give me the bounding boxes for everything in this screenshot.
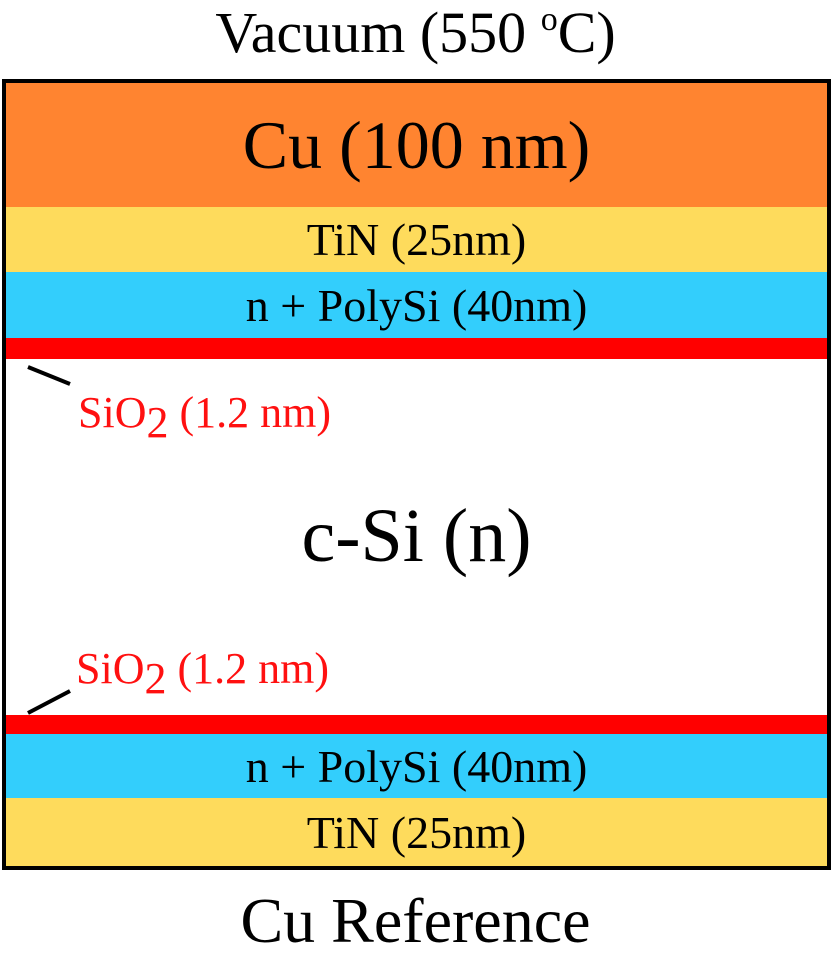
polysilicon-layer-bottom: n + PolySi (40nm) (6, 734, 827, 798)
polysilicon-layer-top: n + PolySi (40nm) (6, 272, 827, 338)
tin-layer-bottom: TiN (25nm) (6, 798, 827, 866)
oxide-top-label-prefix: SiO (78, 388, 147, 437)
polysilicon-layer-bottom-label: n + PolySi (40nm) (245, 740, 588, 792)
oxide-top-label-subscript: 2 (146, 398, 169, 447)
copper-layer: Cu (100 nm) (6, 83, 827, 207)
oxide-layer-bottom (6, 715, 827, 734)
copper-layer-label: Cu (100 nm) (242, 106, 591, 183)
substrate-label: c-Si (n) (301, 494, 532, 578)
oxide-bottom-label-suffix: (1.2 nm) (166, 644, 330, 693)
oxide-bottom-leader-line (27, 689, 71, 715)
oxide-top-label-suffix: (1.2 nm) (168, 388, 332, 437)
environment-unit: C) (557, 0, 616, 65)
leader-lines (27, 365, 71, 715)
sample-label: Cu Reference (240, 885, 591, 956)
oxide-bottom-label-subscript: 2 (144, 654, 167, 703)
tin-layer-top-label: TiN (25nm) (306, 214, 527, 265)
oxide-bottom-label-prefix: SiO (76, 644, 145, 693)
polysilicon-layer-top-label: n + PolySi (40nm) (245, 279, 588, 331)
layer-stack: Cu (100 nm) TiN (25nm) n + PolySi (40nm)… (2, 79, 831, 870)
tin-layer-bottom-label: TiN (25nm) (306, 806, 527, 858)
oxide-top-leader-line (27, 365, 71, 386)
tin-layer-top: TiN (25nm) (6, 207, 827, 272)
degree-symbol: o (540, 1, 558, 38)
oxide-top-label: SiO2 (1.2 nm) (78, 387, 332, 447)
environment-label: Vacuum (550 oC) (0, 0, 831, 66)
environment-text: Vacuum (550 (215, 0, 541, 65)
oxide-layer-top (6, 338, 827, 359)
oxide-bottom-label: SiO2 (1.2 nm) (76, 643, 330, 703)
